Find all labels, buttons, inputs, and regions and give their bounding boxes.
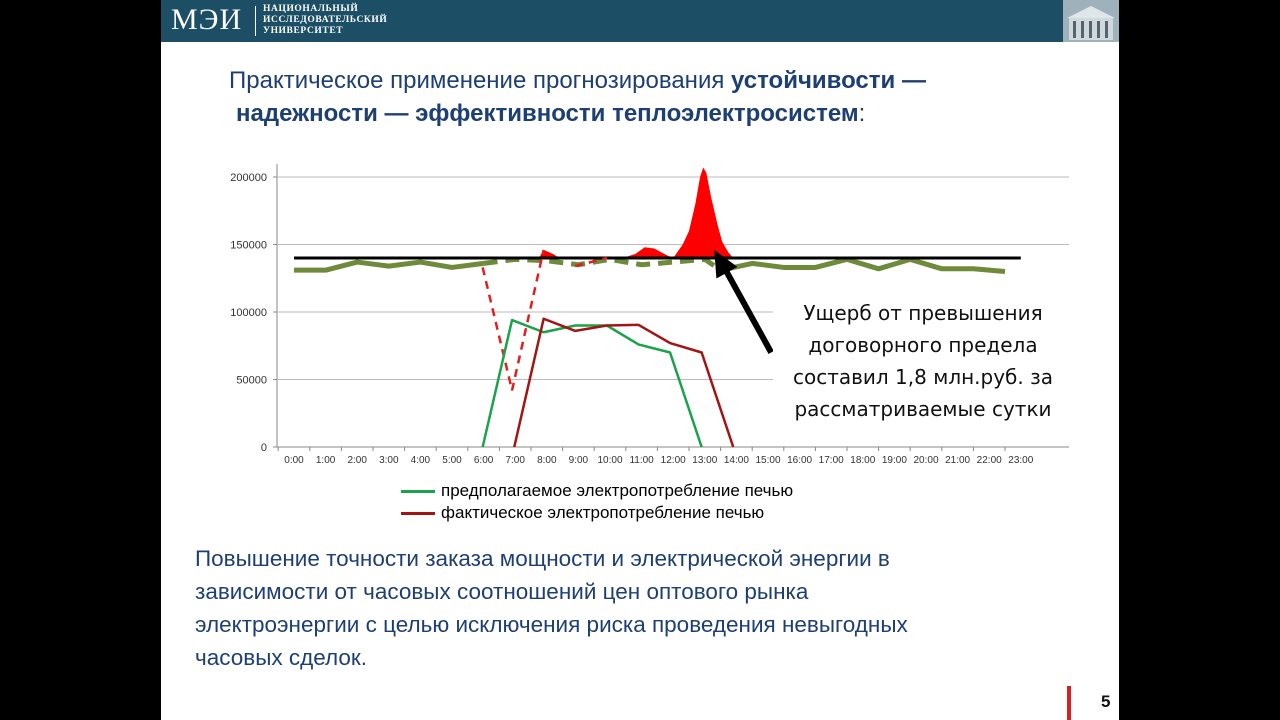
x-tick-label: 6:00 [474,455,494,466]
university-line-3: УНИВЕРСИТЕТ [263,26,344,36]
x-tick-label: 3:00 [379,455,399,466]
series-line-baseline-3 [294,259,484,273]
arrow-head [714,249,738,279]
callout-arrow [714,249,774,354]
title-part-4: : [858,100,866,127]
x-tick-label: 18:00 [850,455,875,466]
x-tick-label: 8:00 [537,455,557,466]
legend-item-planned: предполагаемое электропотребление печью [401,480,793,502]
series-line-dashed-actual-2 [481,249,545,391]
page-number: 5 [1101,692,1111,711]
conclusion-line-2: зависимости от часовых соотношений цен о… [195,579,809,604]
overshoot-area [622,247,674,258]
conclusion-line-4: часовых сделок. [195,645,368,670]
series-line-baseline-3 [720,256,1006,274]
legend-label-actual: фактическое электропотребление печью [441,503,765,522]
x-tick-label: 21:00 [945,455,970,466]
conclusion-text: Повышение точности заказа мощности и эле… [195,542,1075,674]
chart-series [294,249,1021,448]
x-tick-label: 22:00 [977,455,1002,466]
logo-divider [255,6,256,36]
conclusion-line-3: электроэнергии с целью исключения риска … [195,612,908,637]
building-image [1063,0,1119,42]
logo: МЭИ [171,3,243,36]
x-tick-label: 17:00 [819,455,844,466]
y-tick-label: 200000 [230,172,267,184]
conclusion-line-1: Повышение точности заказа мощности и эле… [195,546,890,571]
university-line-1: НАЦИОНАЛЬНЫЙ [263,4,359,14]
y-tick-label: 150000 [230,240,267,252]
series-line-baseline-dashed-4 [483,256,723,273]
x-tick-label: 5:00 [442,455,462,466]
university-line-2: ИССЛЕДОВАТЕЛЬСКИЙ [263,15,388,25]
legend-item-actual: фактическое электропотребление печью [401,502,793,524]
x-tick-label: 2:00 [347,455,367,466]
chart-legend: предполагаемое электропотребление печью … [401,480,793,524]
callout-line-2: договорного предела [808,333,1038,357]
x-tick-label: 14:00 [724,455,749,466]
legend-swatch-planned [401,489,435,493]
page-accent-bar [1067,686,1071,720]
x-tick-label: 12:00 [661,455,686,466]
overshoot-area [673,167,734,258]
title-part-3: надежности — эффективности теплоэлектрос… [236,100,859,127]
legend-swatch-actual [401,511,435,515]
x-tick-label: 23:00 [1008,455,1033,466]
y-tick-label: 0 [261,442,267,454]
header-bar: МЭИ НАЦИОНАЛЬНЫЙ ИССЛЕДОВАТЕЛЬСКИЙ УНИВЕ… [161,0,1119,42]
damage-callout: Ущерб от превышения договорного предела … [773,297,1073,425]
y-tick-label: 100000 [230,307,267,319]
x-tick-label: 10:00 [597,455,622,466]
x-tick-label: 7:00 [505,455,525,466]
x-tick-label: 11:00 [629,455,654,466]
x-tick-label: 20:00 [913,455,938,466]
arrow-shaft [719,262,774,354]
x-tick-label: 16:00 [787,455,812,466]
series-line-solid-0 [481,318,703,448]
x-tick-label: 19:00 [882,455,907,466]
x-tick-label: 4:00 [411,455,431,466]
x-tick-label: 0:00 [284,455,304,466]
y-axis-ticks: 0 50000 100000 150000 200000 [230,172,267,454]
x-axis-ticks: 0:00 1:00 2:00 3:00 4:00 5:00 6:00 7:00 8:00 9:00… [284,455,1033,466]
series-line-dashed-actual-2 [574,256,608,268]
chart-gridlines [273,164,1069,451]
callout-line-4: рассматриваемые сутки [794,397,1052,421]
slide-title: Практическое применение прогнозирования … [229,64,1069,130]
x-tick-label: 1:00 [316,455,336,466]
slide: МЭИ НАЦИОНАЛЬНЫЙ ИССЛЕДОВАТЕЛЬСКИЙ УНИВЕ… [161,0,1119,720]
x-tick-label: 9:00 [569,455,589,466]
y-tick-label: 50000 [236,375,267,387]
legend-label-planned: предполагаемое электропотребление печью [441,481,794,500]
power-chart: 0 50000 100000 150000 200000 0:00 1:00 2:00 3:0… [230,164,1069,466]
x-tick-label: 15:00 [755,455,780,466]
x-tick-label: 13:00 [692,455,717,466]
university-name: НАЦИОНАЛЬНЫЙ ИССЛЕДОВАТЕЛЬСКИЙ УНИВЕРСИТ… [263,4,387,37]
title-part-1: Практическое применение прогнозирования [229,67,732,94]
callout-line-3: составил 1,8 млн.руб. за [793,365,1053,389]
title-part-2: устойчивости — [731,67,926,94]
callout-line-1: Ущерб от превышения [803,301,1043,325]
series-line-solid-1 [513,317,735,448]
